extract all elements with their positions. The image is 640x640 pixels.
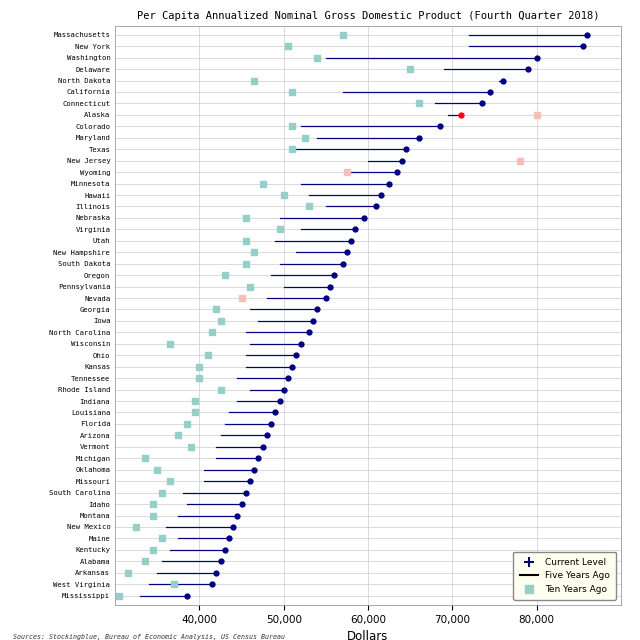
Title: Per Capita Annualized Nominal Gross Domestic Product (Fourth Quarter 2018): Per Capita Annualized Nominal Gross Dome… xyxy=(137,11,599,20)
X-axis label: Dollars: Dollars xyxy=(348,630,388,640)
Text: Sources: Stockingblue, Bureau of Economic Analysis, US Census Bureau: Sources: Stockingblue, Bureau of Economi… xyxy=(13,634,285,640)
Legend: Current Level, Five Years Ago, Ten Years Ago: Current Level, Five Years Ago, Ten Years… xyxy=(513,552,616,600)
